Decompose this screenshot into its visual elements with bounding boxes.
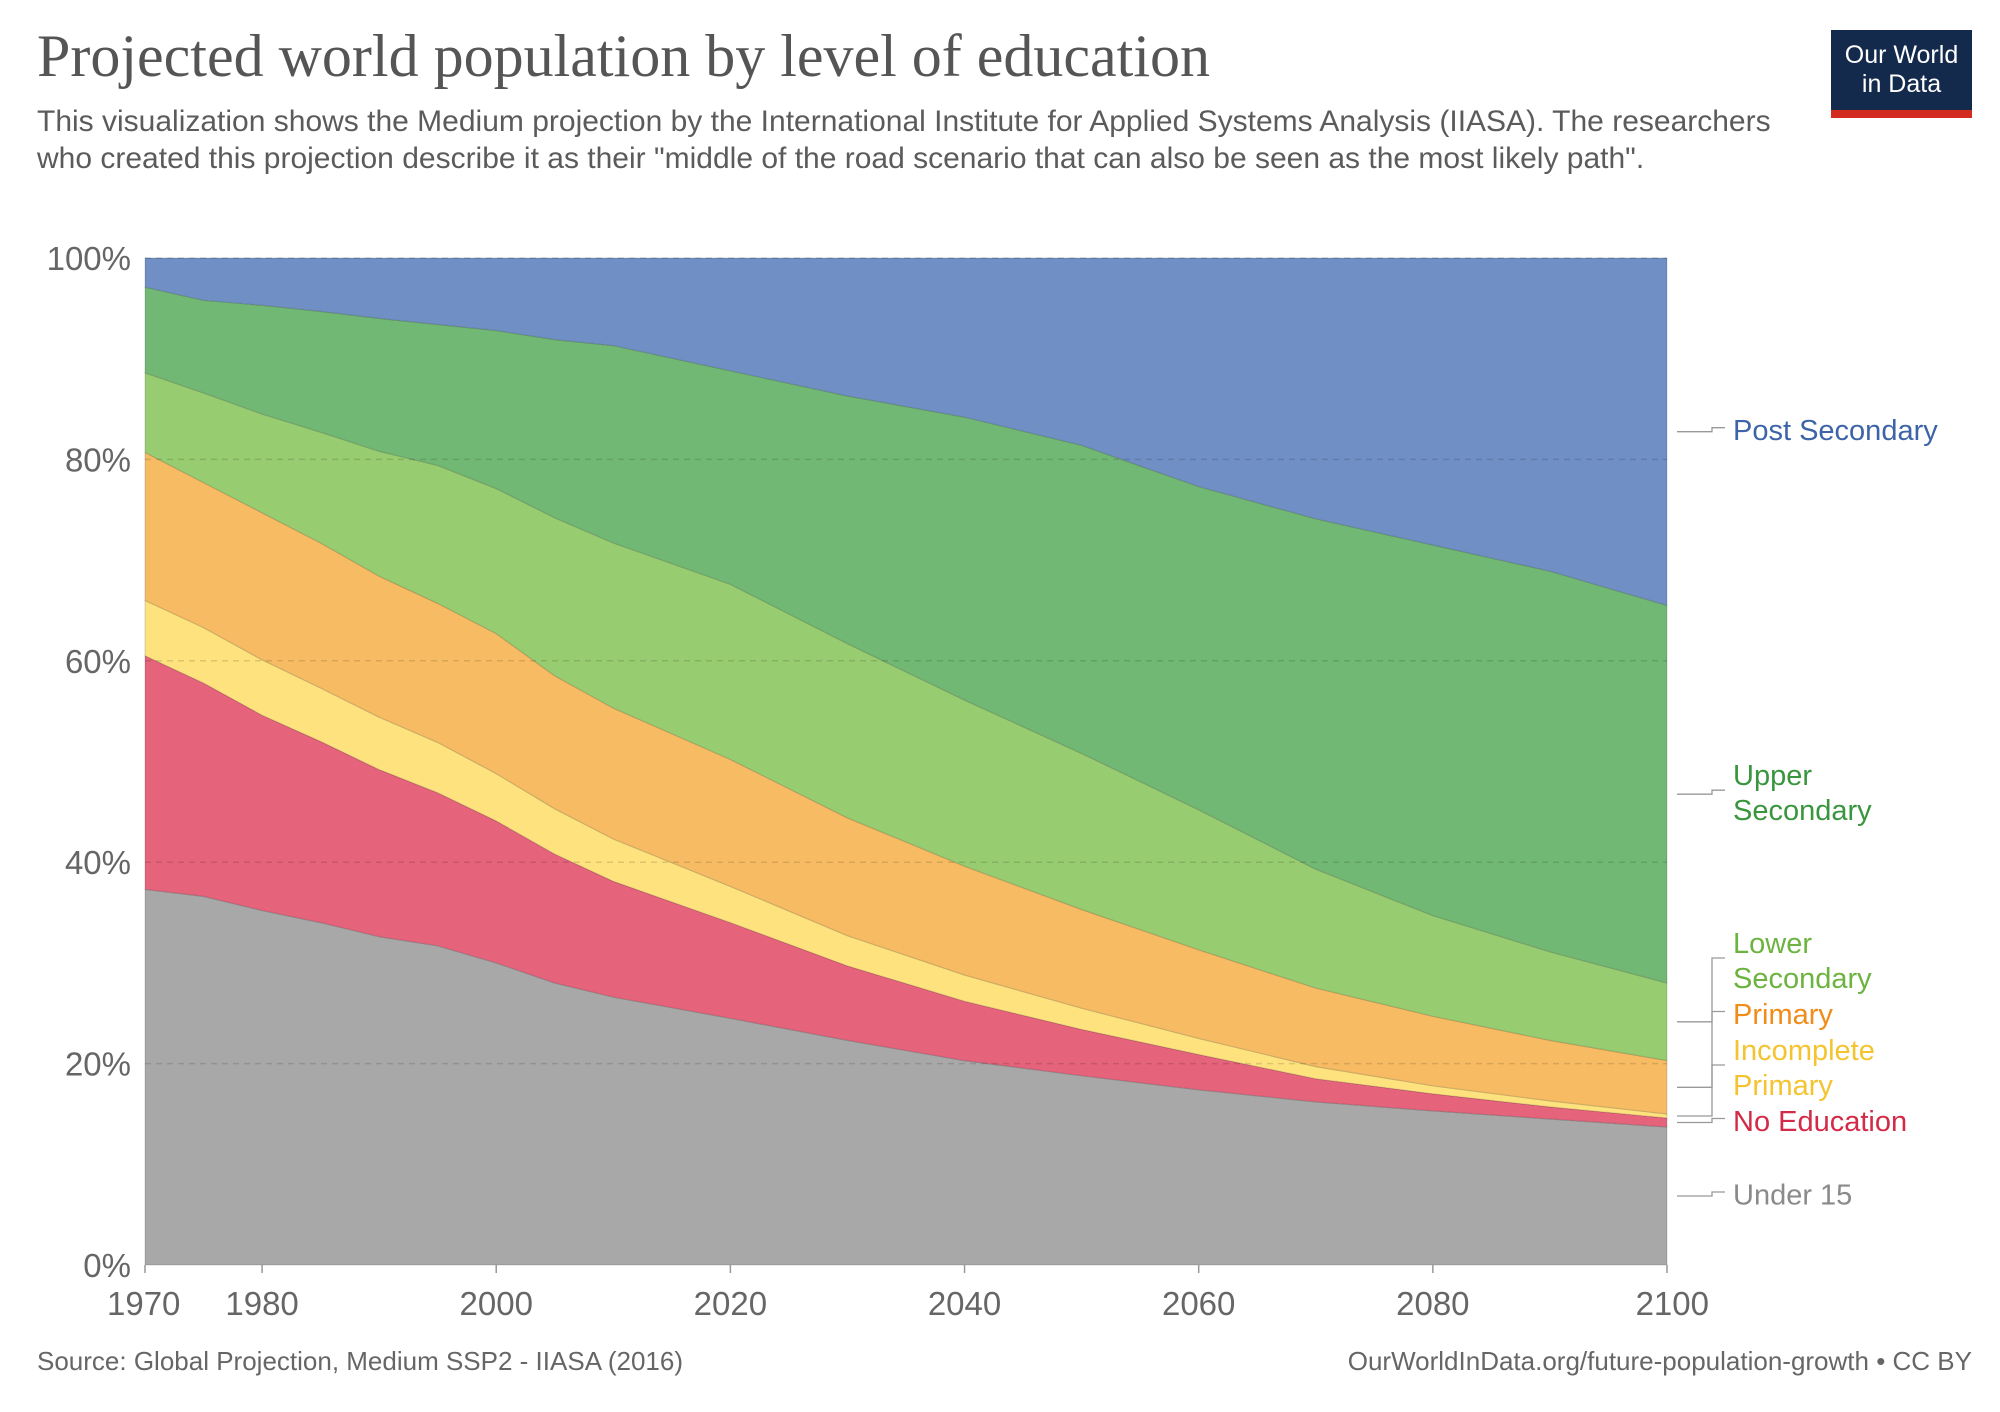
legend-label-line: Lower (1733, 928, 1812, 960)
legend-leader-incomplete-primary (1677, 1064, 1725, 1117)
legend-label-primary[interactable]: Primary (1733, 999, 1833, 1031)
legend-label-post-secondary[interactable]: Post Secondary (1733, 415, 1938, 447)
legend-leader-post-secondary (1677, 427, 1725, 433)
y-tick-label: 40% (65, 844, 131, 881)
logo-line-1: Our World (1844, 41, 1959, 69)
chart-title: Projected world population by level of e… (37, 23, 1211, 89)
legend-label-upper-secondary[interactable]: Upper Secondary (1733, 760, 1872, 827)
legend-label-no-education[interactable]: No Education (1733, 1106, 1907, 1138)
credit-link[interactable]: OurWorldInData.org/future-population-gro… (1347, 1346, 1972, 1376)
x-tick-label: 2080 (1396, 1285, 1469, 1322)
legend-label-line: Under 15 (1733, 1180, 1852, 1212)
legend-leader-no-education (1677, 1117, 1725, 1124)
legend-label-line: Post Secondary (1733, 415, 1938, 447)
chart-grid (145, 257, 1667, 1065)
owid-logo[interactable]: Our World in Data (1831, 30, 1972, 118)
x-tick-label: 2100 (1636, 1285, 1709, 1322)
x-tick-label: 1970 (107, 1285, 180, 1322)
y-tick-label: 20% (65, 1046, 131, 1083)
logo-line-2: in Data (1861, 70, 1942, 98)
legend-leader-under-15 (1677, 1191, 1725, 1197)
legend-leader-upper-secondary (1677, 789, 1725, 795)
legend-label-incomplete-primary[interactable]: Incomplete Primary (1733, 1035, 1875, 1102)
source-note[interactable]: Source: Global Projection, Medium SSP2 -… (37, 1346, 683, 1376)
legend-leader-primary (1677, 1010, 1725, 1088)
legend-label-line: No Education (1733, 1106, 1907, 1138)
legend-leader-lower-secondary (1677, 957, 1725, 1023)
chart-areas (144, 257, 1668, 1266)
y-axis: 0% 20% 40% 60% 80% 100% (47, 240, 131, 1284)
x-tick-label: 2060 (1162, 1285, 1235, 1322)
legend-label-line: Secondary (1733, 795, 1872, 827)
area-post-secondary[interactable] (144, 257, 1668, 607)
legend-label-line: Upper (1733, 760, 1812, 792)
legend-label-under-15[interactable]: Under 15 (1733, 1180, 1852, 1212)
x-tick-label: 1980 (225, 1285, 298, 1322)
y-tick-label: 60% (65, 643, 131, 680)
x-tick-label: 2000 (460, 1285, 533, 1322)
legend-label-line: Incomplete (1733, 1035, 1875, 1067)
legend-label-lower-secondary[interactable]: Lower Secondary (1733, 928, 1872, 995)
legend-label-line: Primary (1733, 999, 1833, 1031)
x-tick-label: 2020 (694, 1285, 767, 1322)
y-tick-label: 80% (65, 441, 131, 478)
x-tick-label: 2040 (928, 1285, 1001, 1322)
legend-label-line: Secondary (1733, 963, 1872, 995)
y-tick-label: 100% (47, 240, 131, 277)
y-tick-label: 0% (83, 1247, 131, 1284)
x-axis: 1970 1980 2000 2020 2040 2060 2080 2100 (107, 1265, 1709, 1322)
legend-label-line: Primary (1733, 1070, 1833, 1102)
chart-subtitle: This visualization shows the Medium proj… (37, 105, 1771, 175)
